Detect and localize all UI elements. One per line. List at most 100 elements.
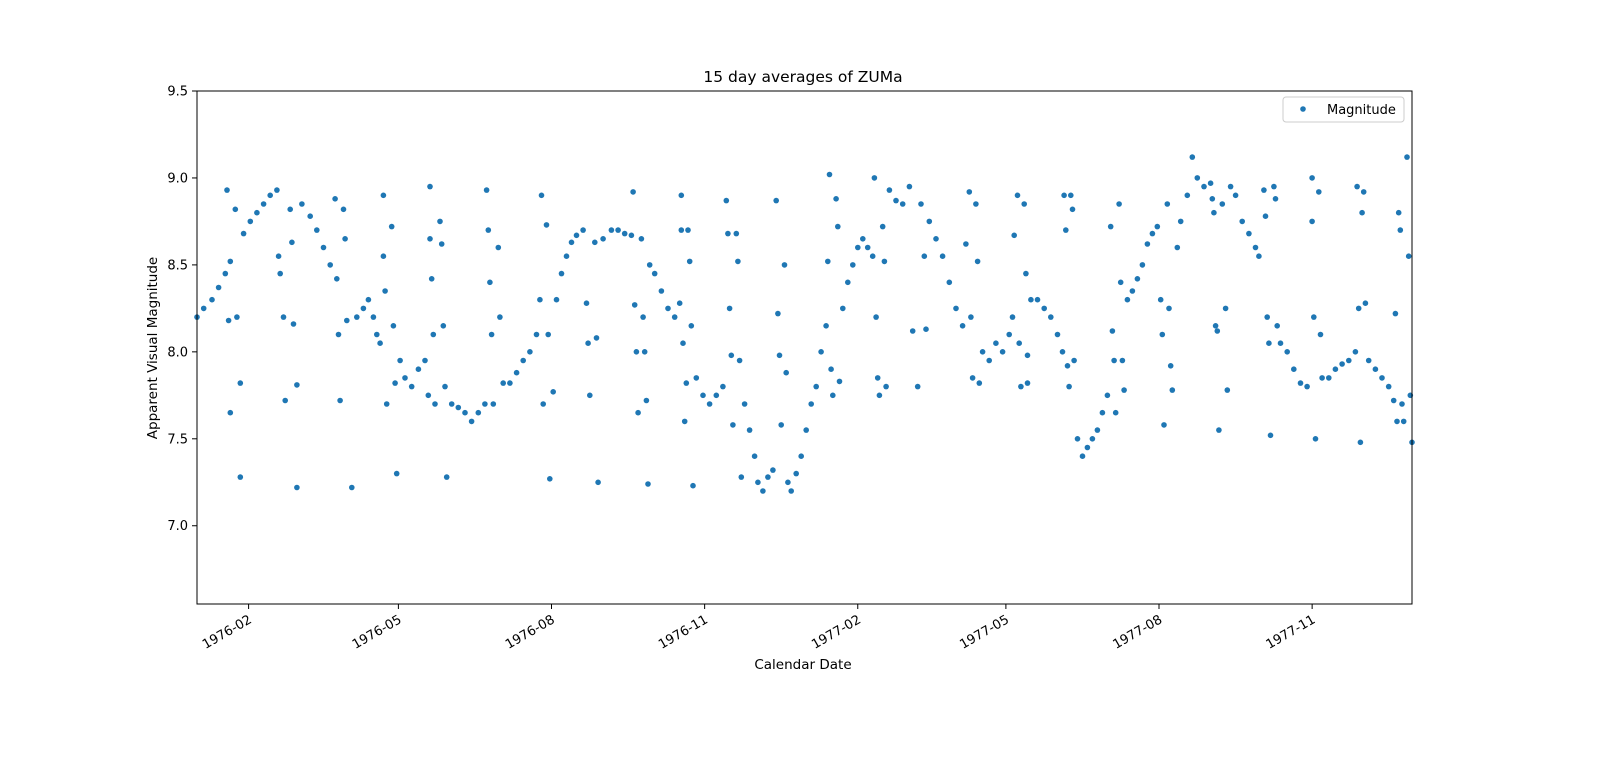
data-point [1201, 183, 1207, 190]
data-point [448, 401, 455, 407]
data-point [337, 397, 343, 404]
data-point [513, 369, 520, 376]
data-point [1169, 387, 1176, 393]
data-point [860, 236, 866, 242]
data-point [427, 183, 433, 190]
data-point [1316, 189, 1322, 195]
data-point [563, 253, 570, 259]
data-point [1274, 323, 1280, 329]
data-point [638, 236, 645, 242]
data-point [1189, 154, 1196, 160]
data-point [836, 378, 843, 385]
data-point [1061, 192, 1067, 199]
data-point [543, 222, 550, 228]
data-point [520, 357, 526, 364]
data-point [999, 349, 1006, 355]
data-point [1211, 209, 1217, 216]
data-point [365, 296, 372, 303]
data-point [320, 244, 327, 251]
data-point [840, 305, 846, 312]
y-tick-label: 9.5 [167, 85, 188, 100]
data-point [485, 227, 492, 233]
data-point [402, 375, 408, 381]
data-point [553, 296, 560, 303]
data-point [993, 340, 999, 347]
data-point [1354, 183, 1360, 190]
data-point [1059, 349, 1066, 355]
data-point [631, 302, 638, 308]
data-point [746, 427, 753, 433]
data-point [222, 270, 229, 277]
data-point [1094, 427, 1101, 433]
legend: Magnitude [1282, 96, 1405, 123]
data-point [633, 349, 640, 355]
data-point [1154, 223, 1161, 230]
data-point [1014, 192, 1021, 199]
data-point [1395, 209, 1402, 216]
plot-frame [196, 90, 1413, 605]
data-point [1006, 331, 1012, 338]
data-point [334, 276, 340, 282]
data-point [1011, 232, 1017, 239]
data-point [1009, 314, 1016, 320]
data-point [830, 392, 836, 399]
data-point [583, 300, 590, 307]
data-point [755, 479, 761, 486]
data-point [1089, 436, 1096, 442]
data-point [1048, 314, 1054, 320]
data-point [685, 227, 691, 233]
data-point [547, 476, 553, 482]
data-point [232, 206, 239, 213]
data-point [237, 380, 244, 386]
y-axis: 7.0 7.5 8.0 8.5 9.0 9.5 [167, 85, 197, 534]
data-point [751, 453, 758, 460]
data-point [327, 262, 334, 268]
data-point [1184, 192, 1191, 199]
data-point [527, 349, 533, 355]
data-point [974, 258, 981, 265]
data-point [1079, 453, 1086, 460]
data-point [781, 262, 788, 268]
data-point [1397, 227, 1404, 233]
data-point [918, 201, 924, 207]
data-point [237, 474, 244, 480]
data-point [225, 317, 232, 324]
data-point [939, 253, 946, 259]
data-point [224, 187, 230, 193]
data-point [462, 409, 468, 416]
data-point [1399, 401, 1405, 407]
data-point [545, 331, 551, 338]
data-point [260, 201, 267, 207]
data-point [671, 314, 678, 320]
data-point [370, 314, 377, 320]
data-point [200, 305, 207, 312]
data-point [475, 409, 482, 416]
data-point [289, 239, 295, 246]
data-point [294, 382, 300, 388]
data-point [1144, 241, 1151, 247]
data-point [380, 253, 387, 259]
data-point [1164, 201, 1171, 207]
data-point [635, 409, 641, 416]
data-point [720, 383, 726, 390]
data-point [340, 206, 347, 213]
data-point [573, 232, 580, 239]
data-point [440, 323, 447, 329]
data-point [683, 380, 690, 386]
data-point [254, 209, 260, 216]
data-point [1360, 189, 1367, 195]
data-point [793, 470, 799, 477]
data-point [874, 375, 881, 381]
data-point [676, 300, 683, 307]
y-tick-label: 8.5 [167, 258, 188, 273]
data-point [335, 331, 342, 338]
data-point [344, 317, 350, 324]
data-point [234, 314, 240, 320]
y-tick-label: 7.5 [167, 432, 188, 447]
data-point [1309, 218, 1315, 225]
data-point [1339, 361, 1345, 367]
data-point [1284, 349, 1290, 355]
data-point [783, 369, 789, 376]
